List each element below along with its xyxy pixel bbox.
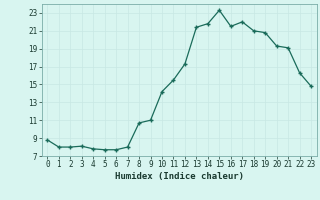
X-axis label: Humidex (Indice chaleur): Humidex (Indice chaleur)	[115, 172, 244, 181]
